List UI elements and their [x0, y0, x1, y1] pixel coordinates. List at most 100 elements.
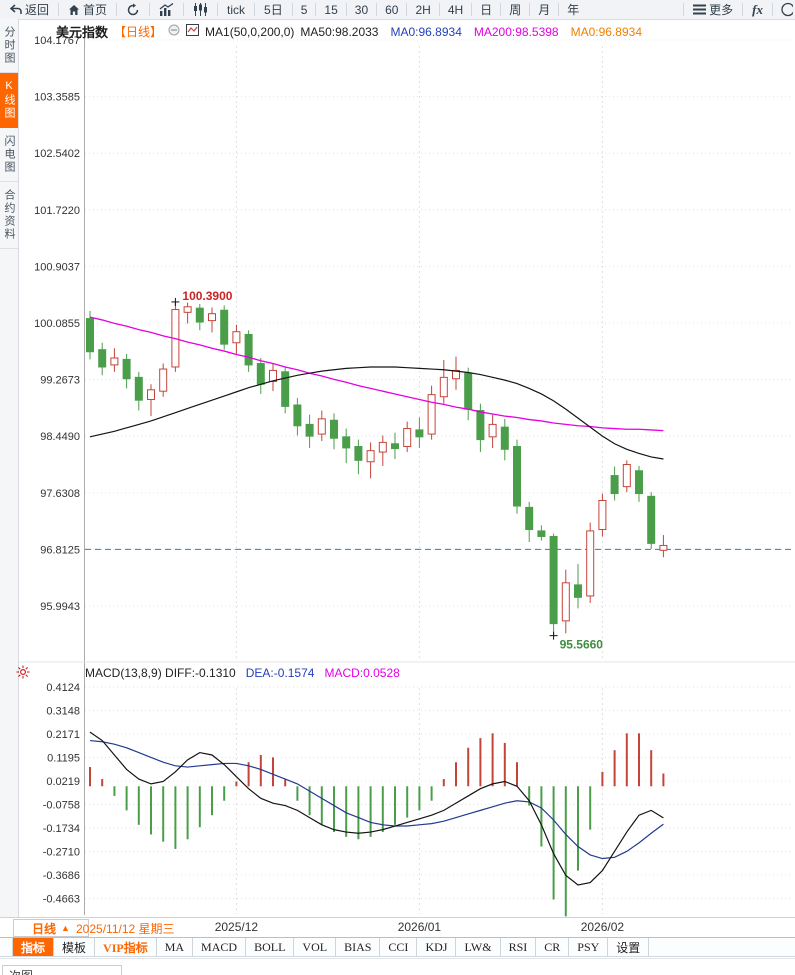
- indicator-tab-MACD[interactable]: MACD: [193, 938, 247, 956]
- month-axis-label: 2026/01: [397, 920, 442, 934]
- indicator-tab-KDJ[interactable]: KDJ: [417, 938, 457, 956]
- interval-button-15[interactable]: 15: [324, 2, 338, 17]
- candle-chart-view-button[interactable]: [184, 0, 217, 19]
- top-toolbar: 返回 首页 tick: [0, 0, 795, 20]
- period-selector-button[interactable]: 日线 ▲: [13, 919, 89, 937]
- price-axis-label: 95.9943: [40, 601, 80, 613]
- candle-down: [86, 318, 94, 353]
- indicator-tab-CCI[interactable]: CCI: [380, 938, 418, 956]
- indicator-tab-BIAS[interactable]: BIAS: [336, 938, 381, 956]
- indicator-tab-MA[interactable]: MA: [157, 938, 194, 956]
- indicator-tab-模板[interactable]: 模板: [54, 938, 96, 956]
- indicator-tab-bar: 指标 模板 VIP指标 MA MACD BOLL VOL BIAS CCI KDJ LW& RSI CR…: [0, 937, 795, 957]
- candle-up: [427, 394, 436, 435]
- interval-buttons-group: 5 15 30 60 2H 4H 日 周 月 年: [293, 0, 588, 19]
- divider: [438, 3, 440, 16]
- interval-5day-button[interactable]: 5日: [255, 0, 292, 19]
- interval-button-30[interactable]: 30: [354, 2, 369, 17]
- candle-down: [342, 436, 351, 449]
- candle-down: [354, 446, 363, 461]
- candle-up: [232, 331, 241, 344]
- refresh-button[interactable]: [117, 0, 149, 19]
- candle-down: [415, 429, 424, 438]
- candle-down: [195, 307, 204, 323]
- interval-button-月[interactable]: 月: [538, 3, 551, 17]
- interval-tick-button[interactable]: tick: [218, 0, 254, 19]
- candle-down: [281, 371, 290, 407]
- price-axis-label: 103.3585: [34, 92, 80, 104]
- divider: [116, 3, 118, 16]
- interval-button-60[interactable]: 60: [385, 2, 399, 17]
- line-chart-view-button[interactable]: [150, 0, 183, 19]
- refresh-icon: [126, 3, 140, 17]
- back-icon: [9, 3, 22, 16]
- candle-down: [574, 584, 582, 598]
- candle-up: [452, 369, 460, 380]
- divider: [376, 3, 378, 16]
- macd-axis-label: 0.4124: [46, 682, 80, 694]
- indicator-tab-VOL[interactable]: VOL: [294, 938, 337, 956]
- more-button[interactable]: 更多: [684, 0, 742, 19]
- hamburger-menu-icon: [693, 4, 707, 15]
- more-label: 更多: [709, 3, 734, 17]
- macd-pane-header: MACD(13,8,9) DIFF:-0.1310 DEA:-0.1574 MA…: [85, 666, 400, 680]
- candle-up: [403, 428, 412, 448]
- sidebar-item-闪电图[interactable]: 闪电图: [0, 128, 18, 182]
- ma200-line: [89, 316, 664, 432]
- low-price-annotation: 95.5660: [560, 638, 604, 652]
- indicator-tab-BOLL[interactable]: BOLL: [246, 938, 295, 956]
- candle-down: [513, 446, 521, 507]
- macd-axis-label: 0.2171: [46, 729, 80, 741]
- indicator-settings-icon[interactable]: [16, 665, 30, 684]
- 5day-label: 5日: [264, 3, 283, 17]
- indicator-tab-设置[interactable]: 设置: [608, 938, 650, 956]
- candle-down: [476, 410, 485, 441]
- interval-button-日[interactable]: 日: [480, 3, 493, 17]
- indicator-tab-LW&[interactable]: LW&: [456, 938, 501, 956]
- interval-button-2H[interactable]: 2H: [415, 2, 431, 17]
- bar-chart-icon: [159, 3, 174, 16]
- candle-down: [647, 495, 656, 544]
- clock-button[interactable]: [773, 0, 795, 19]
- macd-axis-label: 0.0219: [46, 776, 80, 788]
- home-button[interactable]: 首页: [59, 0, 116, 19]
- candle-up: [598, 499, 607, 531]
- chart-canvas[interactable]: 104.1767 103.3585 102.5402 101.7220 100.9037…: [18, 19, 795, 917]
- candle-down: [220, 309, 229, 345]
- candle-down: [98, 349, 107, 368]
- price-axis-label: 102.5402: [34, 148, 80, 160]
- home-icon: [68, 4, 80, 16]
- back-button[interactable]: 返回: [0, 0, 58, 19]
- price-axis-label: 101.7220: [34, 205, 80, 217]
- interval-button-5[interactable]: 5: [300, 2, 308, 17]
- macd-axis-label: -0.2710: [43, 847, 80, 859]
- indicator-tab-RSI[interactable]: RSI: [501, 938, 537, 956]
- ma-value-label-0: MA50:98.2033: [300, 24, 379, 39]
- interval-button-年[interactable]: 年: [567, 3, 580, 17]
- dea-value: DEA:-0.1574: [245, 666, 315, 680]
- divider: [149, 3, 151, 16]
- indicator-tab-VIP指标[interactable]: VIP指标: [95, 938, 157, 956]
- candle-down: [537, 530, 546, 537]
- divider: [58, 3, 60, 16]
- divider: [683, 3, 685, 16]
- indicator-tab-CR[interactable]: CR: [536, 938, 570, 956]
- subchart-selector-button[interactable]: 次图: [2, 965, 122, 975]
- formula-button[interactable]: fx: [743, 0, 772, 19]
- sidebar-item-合约资料[interactable]: 合约资料: [0, 182, 18, 249]
- candle-up: [488, 423, 497, 438]
- interval-button-4H[interactable]: 4H: [447, 2, 464, 17]
- interval-button-周[interactable]: 周: [509, 3, 522, 17]
- month-axis-label: 2026/02: [580, 920, 625, 934]
- indicator-tab-PSY[interactable]: PSY: [569, 938, 609, 956]
- sidebar-item-分时图[interactable]: 分时图: [0, 19, 18, 73]
- macd-title: MACD(13,8,9) DIFF:-0.1310: [85, 666, 236, 680]
- macd-axis-label: 0.3148: [46, 706, 80, 718]
- sidebar-item-K线图[interactable]: K线图: [0, 73, 18, 128]
- symbol-title: 美元指数: [56, 25, 109, 40]
- mini-chart-icon[interactable]: [186, 24, 200, 39]
- collapse-circle-icon[interactable]: [168, 24, 180, 39]
- candle-up: [659, 544, 668, 551]
- candle-down: [391, 443, 399, 450]
- indicator-tab-指标[interactable]: 指标: [12, 938, 55, 956]
